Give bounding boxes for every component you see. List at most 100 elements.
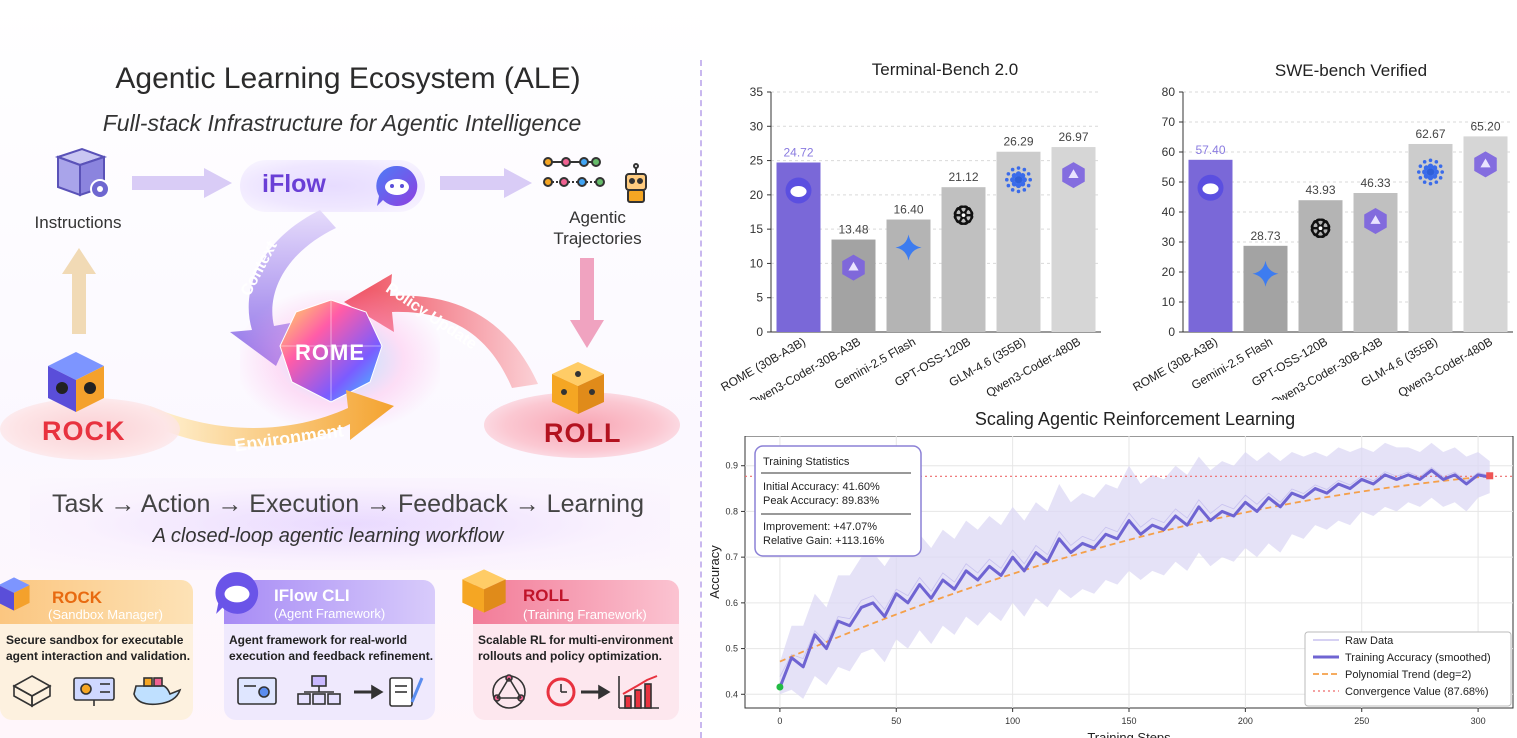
trajectories-label-line2: Trajectories: [553, 229, 642, 248]
chart1-bar: [1298, 200, 1343, 332]
glm-icon-4-dot: [1433, 169, 1439, 175]
chart1-value-label: 62.67: [1415, 127, 1445, 141]
environment-arrow: [150, 390, 394, 447]
chart2-start-point: [776, 683, 784, 691]
trajectories-icon: [543, 157, 647, 203]
glm-icon-4-dot: [1427, 175, 1434, 181]
card-rock-role: (Sandbox Manager): [48, 607, 163, 622]
chart0-category-label: Qwen3-Coder-480B: [984, 334, 1083, 399]
glm-icon-4-dot: [1422, 160, 1427, 164]
chart2-ytick-label: 0.6: [725, 598, 738, 608]
chart0-value-label: 24.72: [783, 145, 813, 159]
card-iflow-desc-line1: Agent framework for real-world: [229, 633, 408, 647]
chart1-category-label: Qwen3-Coder-480B: [1396, 334, 1495, 399]
chart1-ytick-label: 50: [1162, 175, 1176, 189]
glm-icon-4-dot: [1423, 173, 1429, 179]
chart1-ytick-label: 20: [1162, 265, 1176, 279]
chart1-value-label: 57.40: [1195, 143, 1225, 157]
chart2-title: SWE-bench Verified: [1274, 61, 1428, 80]
chart0-ytick-label: 25: [750, 154, 764, 168]
stats-improvement: Improvement: +47.07%: [763, 521, 877, 533]
glm-icon-4-dot: [1016, 166, 1021, 170]
training-framework-icons: [492, 674, 659, 709]
chart0-value-label: 26.29: [1003, 135, 1033, 149]
chart1-ytick-label: 70: [1162, 115, 1176, 129]
chart1-ytick-label: 60: [1162, 145, 1176, 159]
glm-icon-4-dot: [1010, 177, 1016, 183]
agent-framework-icons: [237, 675, 424, 707]
chart0-ytick-label: 20: [750, 188, 764, 202]
card-iflow-name: IFlow CLI: [274, 586, 350, 605]
chart1-value-label: 43.93: [1305, 183, 1335, 197]
trajectories-label-line1: Agentic: [569, 208, 626, 227]
card-roll-name: ROLL: [523, 586, 570, 605]
ale-subtitle: Full-stack Infrastructure for Agentic In…: [102, 110, 582, 136]
arrow-right-icon: [132, 168, 232, 198]
glm-icon-4-dot: [1005, 177, 1009, 182]
chart2-xtick-label: 200: [1238, 716, 1253, 726]
ale-panel: Agentic Learning Ecosystem (ALE) Full-st…: [0, 0, 700, 738]
glm-icon-4-dot: [1438, 164, 1443, 168]
chart2-xtick-label: 150: [1121, 716, 1136, 726]
glm-icon-4-dot: [1417, 170, 1421, 174]
card-rock-desc-line2: agent interaction and validation.: [6, 649, 191, 663]
chart0-ytick-label: 15: [750, 222, 764, 236]
rome-gem-icon: [279, 299, 383, 403]
chart2-ytick-label: 0.5: [725, 644, 738, 654]
chart1-value-label: 28.73: [1250, 229, 1280, 243]
card-iflow-desc: Agent framework for real-world execution…: [229, 632, 437, 664]
flow-glow: [30, 478, 670, 570]
chart2-ytick-label: 0.8: [725, 506, 738, 516]
glm-icon-4-dot: [1440, 170, 1444, 174]
chart0-value-label: 13.48: [838, 223, 868, 237]
chart1-bar: [1243, 245, 1288, 332]
legend-frame: [1304, 631, 1512, 707]
glm-icon-4-dot: [1428, 181, 1433, 186]
arrow-up-icon: [62, 248, 96, 334]
ale-title: Agentic Learning Ecosystem (ALE): [115, 62, 581, 95]
glm-icon-4-dot: [1418, 176, 1423, 180]
glm-icon-4-dot: [1434, 160, 1439, 164]
glm-icon-4-dot: [1422, 180, 1427, 184]
gemini-icon-2: [895, 234, 922, 261]
stats-initial-accuracy: Initial Accuracy: 41.60%: [763, 481, 880, 493]
legend-entry: Raw Data: [1345, 635, 1394, 647]
card-roll-role: (Training Framework): [523, 607, 647, 622]
chart1-ytick-label: 10: [1162, 295, 1176, 309]
chart0-ytick-label: 30: [750, 119, 764, 133]
chart2-ytick-label: 0.7: [725, 552, 738, 562]
glm-icon-4-dot: [1438, 176, 1443, 180]
openai-icon-3: [960, 211, 967, 219]
workflow-sequence: Task → Action → Execution → Feedback → L…: [52, 490, 644, 518]
glm-icon-4-dot: [1015, 182, 1022, 189]
glm-icon-4-dot: [1026, 172, 1031, 176]
glm-icon-4-dot: [1020, 172, 1026, 179]
roll-label: ROLL: [544, 418, 622, 448]
chart1-ytick-label: 30: [1162, 235, 1176, 249]
chart1-value-label: 65.20: [1470, 119, 1500, 133]
glm-icon-4: [1014, 175, 1023, 184]
card-roll-header: [473, 580, 679, 624]
iflow-icon: [376, 165, 418, 206]
rome-label: ROME: [295, 340, 365, 365]
chart2-raw-band: [779, 442, 1490, 699]
glm-icon-4-dot: [1418, 164, 1423, 168]
chart0-bar: [831, 239, 876, 332]
glm-icon-4-dot: [1022, 188, 1027, 192]
chart1-title: Terminal-Bench 2.0: [871, 60, 1019, 79]
roll-dice-icon: [552, 362, 604, 414]
chart2-xlabel: Training Steps: [1087, 730, 1171, 738]
chart2-smoothed-line: [778, 468, 1491, 688]
iflow-icon: [215, 572, 259, 614]
chart2-end-point: [1486, 472, 1494, 480]
glm-icon-4-dot: [1020, 181, 1026, 187]
rock-cube-icon: [0, 577, 30, 611]
card-iflow-header: [224, 580, 435, 624]
chart2-xtick-label: 0: [777, 716, 782, 726]
instructions-cube-icon: [54, 147, 110, 199]
openai-icon-2: [1317, 224, 1324, 232]
arrow-right-icon: [440, 168, 532, 198]
